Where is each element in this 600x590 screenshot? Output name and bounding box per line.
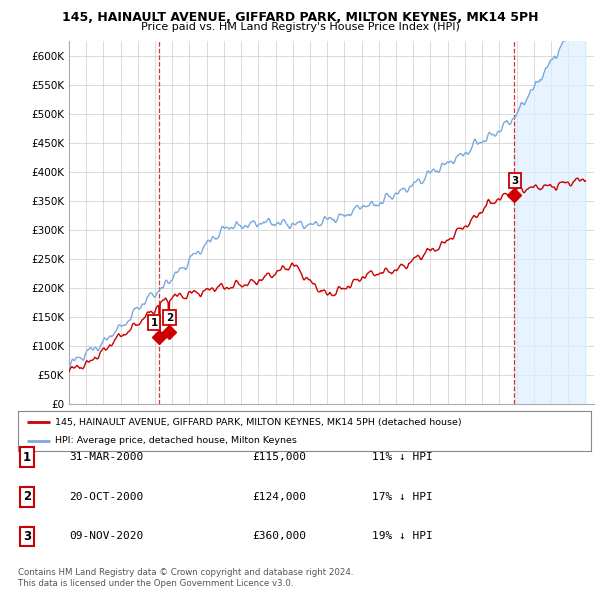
Text: HPI: Average price, detached house, Milton Keynes: HPI: Average price, detached house, Milt… xyxy=(55,436,297,445)
Text: 09-NOV-2020: 09-NOV-2020 xyxy=(69,532,143,541)
Text: 31-MAR-2000: 31-MAR-2000 xyxy=(69,453,143,462)
Text: £360,000: £360,000 xyxy=(252,532,306,541)
Text: 11% ↓ HPI: 11% ↓ HPI xyxy=(372,453,433,462)
Text: £115,000: £115,000 xyxy=(252,453,306,462)
Text: Contains HM Land Registry data © Crown copyright and database right 2024.: Contains HM Land Registry data © Crown c… xyxy=(18,568,353,576)
Text: 3: 3 xyxy=(511,176,518,186)
Text: This data is licensed under the Open Government Licence v3.0.: This data is licensed under the Open Gov… xyxy=(18,579,293,588)
Text: 19% ↓ HPI: 19% ↓ HPI xyxy=(372,532,433,541)
Text: 17% ↓ HPI: 17% ↓ HPI xyxy=(372,492,433,502)
Text: £124,000: £124,000 xyxy=(252,492,306,502)
Text: 20-OCT-2000: 20-OCT-2000 xyxy=(69,492,143,502)
Text: 2: 2 xyxy=(23,490,31,503)
Text: 145, HAINAULT AVENUE, GIFFARD PARK, MILTON KEYNES, MK14 5PH: 145, HAINAULT AVENUE, GIFFARD PARK, MILT… xyxy=(62,11,538,24)
Text: 1: 1 xyxy=(23,451,31,464)
Text: 1: 1 xyxy=(151,318,158,328)
Text: 3: 3 xyxy=(23,530,31,543)
Text: Price paid vs. HM Land Registry's House Price Index (HPI): Price paid vs. HM Land Registry's House … xyxy=(140,22,460,32)
Text: 145, HAINAULT AVENUE, GIFFARD PARK, MILTON KEYNES, MK14 5PH (detached house): 145, HAINAULT AVENUE, GIFFARD PARK, MILT… xyxy=(55,418,462,427)
Text: 2: 2 xyxy=(166,313,173,323)
